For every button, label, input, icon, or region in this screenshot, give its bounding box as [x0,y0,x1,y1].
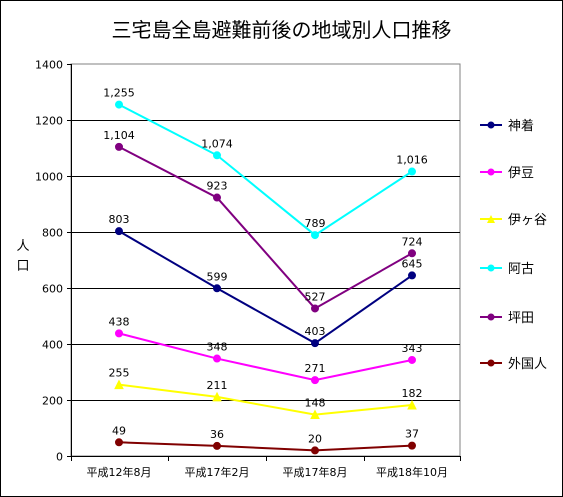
legend-marker [487,359,495,367]
data-point [408,271,416,280]
data-point [213,151,221,160]
data-point [407,399,417,410]
data-point [213,441,221,450]
data-label: 438 [109,315,130,328]
x-tick-label: 平成17年2月 [185,465,250,479]
series-line-伊ヶ谷 [118,383,413,416]
y-tick-label: 200 [42,395,63,408]
data-label: 1,104 [103,129,135,142]
data-point [408,441,416,450]
data-point [115,329,123,338]
data-point [115,100,123,109]
y-tick-label: 0 [56,451,63,464]
data-point [408,355,416,364]
y-axis-label: 人 [16,239,29,254]
data-label: 343 [402,342,423,355]
data-label: 923 [207,180,228,193]
legend-marker [487,121,495,129]
data-point [408,167,416,176]
data-label: 1,016 [396,154,428,167]
series-line-坪田 [118,145,413,310]
data-label: 37 [405,428,419,441]
data-point [114,379,124,390]
data-label: 1,074 [201,137,233,150]
legend-label: 伊ヶ谷 [508,213,547,228]
data-label: 645 [402,257,423,270]
data-point [311,339,319,348]
chart-title: 三宅島全島避難前後の地域別人口推移 [111,18,452,42]
data-label: 403 [305,325,326,338]
legend-marker [487,215,495,223]
data-point [408,249,416,258]
series-line-伊豆 [118,332,413,382]
legend-label: 坪田 [508,311,534,326]
data-point [213,284,221,293]
plot-area [70,63,461,457]
data-label: 148 [305,397,326,410]
x-tick-label: 平成18年10月 [376,465,448,479]
x-tick-label: 平成12年8月 [87,465,152,479]
y-tick-label: 400 [42,339,63,352]
data-label: 271 [305,362,326,375]
data-label: 789 [305,217,326,230]
data-label: 20 [308,432,322,445]
data-label: 182 [402,387,423,400]
y-tick-label: 1400 [35,59,63,72]
data-point [311,376,319,385]
data-point [311,446,319,455]
data-point [115,142,123,151]
series-line-神着 [118,230,413,345]
data-point [311,304,319,313]
data-label: 527 [305,290,326,303]
y-tick-label: 1000 [35,171,63,184]
data-label: 211 [207,379,228,392]
y-tick-label: 1200 [35,115,63,128]
data-point [213,193,221,202]
data-point [310,409,320,420]
legend-marker [487,264,495,272]
legend-marker [487,168,495,176]
data-label: 724 [402,235,423,248]
series-line-阿古 [118,103,413,237]
data-point [115,227,123,236]
data-label: 803 [109,213,130,226]
legend-label: 神着 [508,118,534,134]
series-line-外国人 [118,441,413,452]
data-label: 599 [207,270,228,283]
data-label: 255 [109,367,130,380]
y-axis-label: 口 [16,259,29,274]
data-point [212,391,222,402]
y-tick-label: 600 [42,283,63,296]
legend-label: 阿古 [508,262,534,277]
x-tick-label: 平成17年8月 [283,465,348,479]
data-label: 1,255 [103,87,135,100]
data-label: 348 [207,341,228,354]
legend-marker [487,313,495,321]
data-point [115,438,123,447]
legend-label: 外国人 [508,357,547,372]
data-label: 49 [112,424,126,437]
y-tick-label: 800 [42,227,63,240]
data-point [213,354,221,363]
data-point [311,231,319,240]
legend-label: 伊豆 [508,166,534,181]
data-label: 36 [210,428,224,441]
